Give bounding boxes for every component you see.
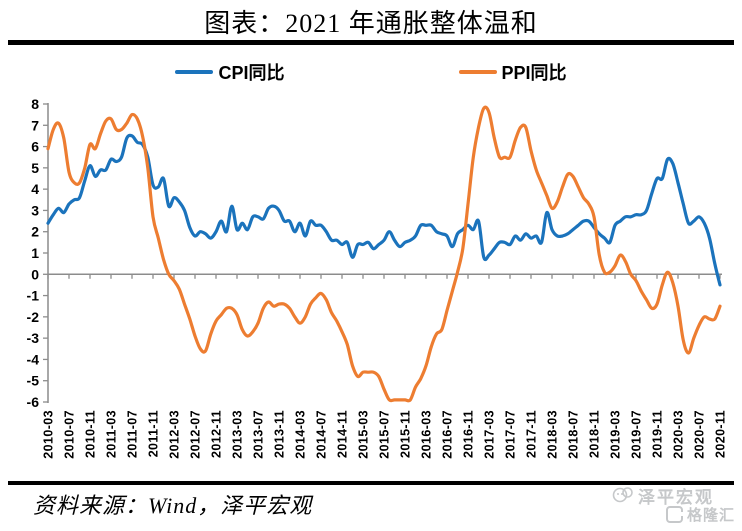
svg-text:2019-11: 2019-11 <box>651 410 665 458</box>
svg-text:6: 6 <box>31 139 39 155</box>
source-note: 资料来源：Wind，泽平宏观 <box>33 493 313 518</box>
svg-text:2015-03: 2015-03 <box>357 410 371 459</box>
svg-text:-6: -6 <box>27 394 40 410</box>
svg-text:2013-03: 2013-03 <box>231 410 245 459</box>
svg-text:2017-11: 2017-11 <box>525 410 539 458</box>
svg-text:-4: -4 <box>27 351 40 367</box>
chart-legend: CPI同比 PPI同比 <box>0 59 742 85</box>
zeping-watermark-label: 泽平宏观 <box>638 488 714 507</box>
svg-text:2017-07: 2017-07 <box>504 410 518 459</box>
svg-text:-5: -5 <box>27 373 40 389</box>
svg-text:2018-07: 2018-07 <box>567 410 581 459</box>
legend-item-cpi: CPI同比 <box>175 59 285 85</box>
svg-text:2: 2 <box>31 224 39 240</box>
svg-text:3: 3 <box>31 202 39 218</box>
ppi-line-swatch-icon <box>458 69 497 75</box>
svg-text:2011-11: 2011-11 <box>147 410 161 457</box>
svg-text:2012-07: 2012-07 <box>189 410 203 459</box>
svg-text:2013-07: 2013-07 <box>252 410 266 459</box>
svg-text:8: 8 <box>31 96 39 112</box>
svg-text:2019-03: 2019-03 <box>609 410 623 459</box>
svg-text:-3: -3 <box>27 330 40 346</box>
zeping-watermark: 泽平宏观 <box>612 483 714 508</box>
svg-text:2016-07: 2016-07 <box>441 410 455 459</box>
svg-text:2010-07: 2010-07 <box>63 410 77 459</box>
svg-text:2015-07: 2015-07 <box>378 410 392 459</box>
svg-text:2020-11: 2020-11 <box>714 410 728 458</box>
svg-text:2014-07: 2014-07 <box>315 410 329 459</box>
svg-text:2010-03: 2010-03 <box>42 410 56 459</box>
chart-title: 图表：2021 年通胀整体温和 <box>204 9 538 38</box>
footer-divider <box>8 481 734 485</box>
svg-text:-1: -1 <box>27 288 40 304</box>
cpi-line-swatch-icon <box>175 69 214 75</box>
svg-text:5: 5 <box>31 160 39 176</box>
gelonghui-watermark-label: 格隆汇 <box>686 507 735 524</box>
gelonghui-watermark: 格隆汇 <box>665 504 735 525</box>
svg-text:2015-11: 2015-11 <box>399 410 413 458</box>
svg-text:0: 0 <box>31 266 39 282</box>
svg-text:2011-03: 2011-03 <box>105 410 119 458</box>
svg-text:2017-03: 2017-03 <box>483 410 497 459</box>
svg-text:2020-03: 2020-03 <box>672 410 686 459</box>
svg-text:-2: -2 <box>27 309 40 325</box>
svg-text:1: 1 <box>31 245 39 261</box>
gelonghui-logo-icon <box>665 506 684 523</box>
legend-item-ppi: PPI同比 <box>458 59 567 85</box>
svg-text:2014-11: 2014-11 <box>336 410 350 458</box>
svg-text:2020-07: 2020-07 <box>693 410 707 459</box>
svg-text:2016-03: 2016-03 <box>420 410 434 459</box>
svg-text:2012-03: 2012-03 <box>168 410 182 459</box>
svg-text:2014-03: 2014-03 <box>294 410 308 459</box>
svg-text:2013-11: 2013-11 <box>273 410 287 458</box>
svg-text:2010-11: 2010-11 <box>84 410 98 458</box>
svg-text:2012-11: 2012-11 <box>210 410 224 458</box>
svg-text:2018-03: 2018-03 <box>546 410 560 459</box>
svg-text:7: 7 <box>31 117 39 133</box>
svg-text:2011-07: 2011-07 <box>126 410 140 458</box>
title-divider <box>8 40 734 45</box>
svg-text:4: 4 <box>31 181 39 197</box>
legend-label-cpi: CPI同比 <box>218 63 285 83</box>
zeping-logo-icon <box>612 486 633 502</box>
legend-label-ppi: PPI同比 <box>501 63 567 83</box>
svg-text:2016-11: 2016-11 <box>462 410 476 458</box>
svg-text:2019-07: 2019-07 <box>630 410 644 459</box>
svg-text:2018-11: 2018-11 <box>588 410 602 458</box>
